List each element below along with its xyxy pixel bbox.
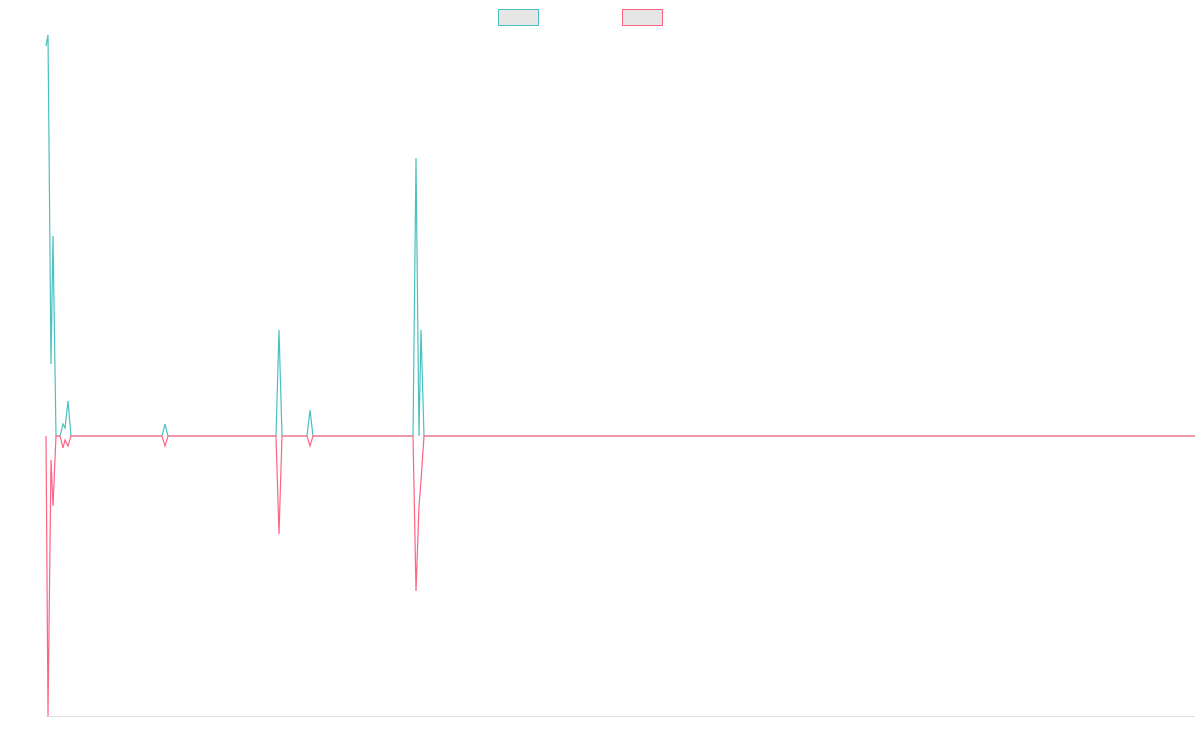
legend-swatch[interactable] (622, 9, 663, 26)
legend-swatch[interactable] (498, 9, 539, 26)
line-series (45, 34, 1195, 437)
line-series (45, 435, 1195, 717)
